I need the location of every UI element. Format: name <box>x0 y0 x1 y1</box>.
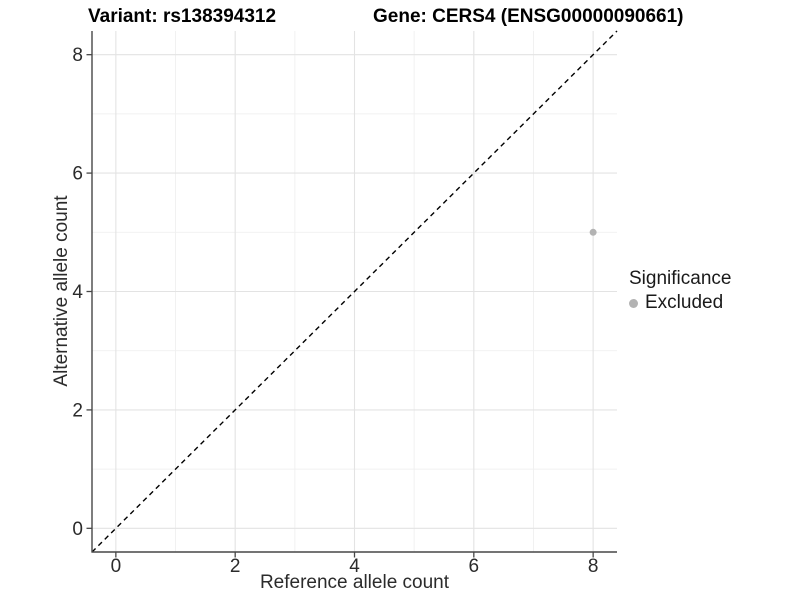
x-tick-label: 8 <box>588 556 599 577</box>
y-tick-label: 6 <box>72 164 83 185</box>
legend: Significance Excluded <box>629 268 731 314</box>
legend-item-excluded: Excluded <box>629 292 731 314</box>
y-tick-label: 4 <box>72 282 83 303</box>
y-tick-label: 2 <box>72 400 83 421</box>
data-point <box>589 228 597 236</box>
legend-title: Significance <box>629 268 732 289</box>
x-tick-label: 6 <box>469 556 480 577</box>
y-tick-label: 8 <box>72 45 83 66</box>
variant-title: Variant: rs138394312 <box>88 6 277 27</box>
gene-title: Gene: CERS4 (ENSG00000090661) <box>373 6 684 27</box>
legend-item-label: Excluded <box>645 292 724 313</box>
x-tick-label: 0 <box>111 556 122 577</box>
x-tick-label: 2 <box>230 556 241 577</box>
identity-line <box>91 30 618 553</box>
x-axis-title: Reference allele count <box>259 572 450 593</box>
y-tick-label: 0 <box>72 519 83 540</box>
x-tick-label: 4 <box>349 556 360 577</box>
legend-point-icon <box>629 298 638 308</box>
y-axis-title: Alternative allele count <box>51 195 72 387</box>
